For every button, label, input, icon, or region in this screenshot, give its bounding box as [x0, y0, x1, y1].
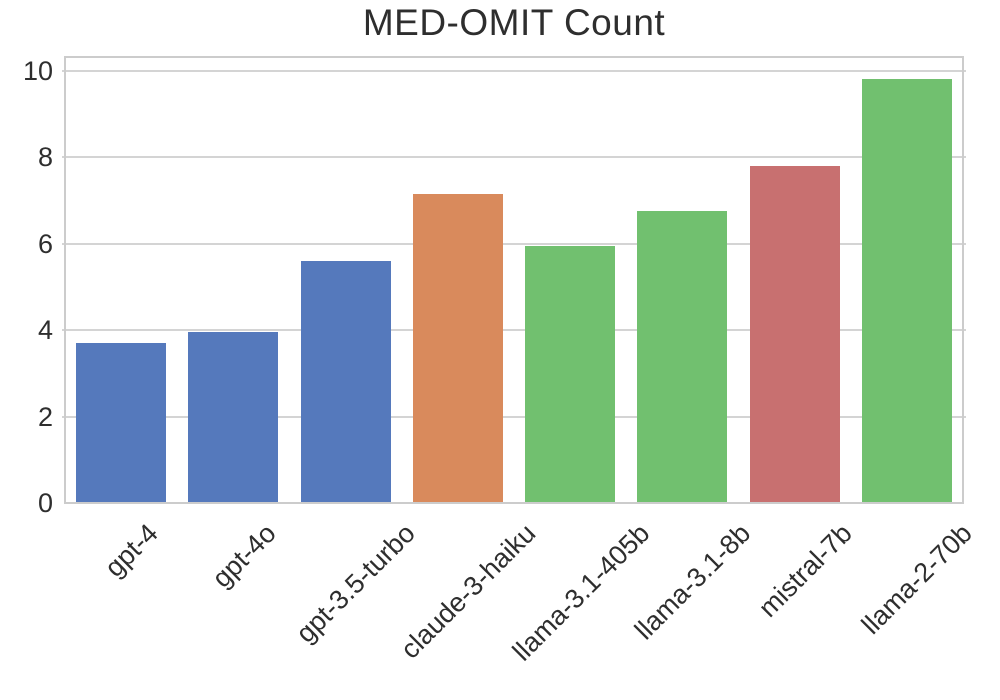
- gridline: [62, 69, 966, 72]
- x-tick-label: gpt-3.5-turbo: [290, 518, 422, 649]
- gridline: [62, 415, 966, 418]
- bar-llama-2-70b: [861, 79, 952, 503]
- plot-area: [62, 57, 966, 503]
- bar-gpt-4o: [188, 332, 279, 503]
- y-tick-label: 2: [37, 401, 53, 432]
- gridline: [62, 329, 966, 332]
- x-tick-label: llama-2-70b: [856, 518, 979, 641]
- y-tick-label: 0: [37, 488, 53, 518]
- y-tick-label: 8: [37, 142, 53, 173]
- bar-llama-3.1-405b: [525, 245, 616, 503]
- bar-llama-3.1-8b: [637, 211, 728, 503]
- x-tick-label: gpt-4: [99, 518, 164, 583]
- y-tick-label: 10: [22, 55, 53, 86]
- gridline: [62, 156, 966, 159]
- bar-claude-3-haiku: [412, 194, 503, 503]
- x-tick-label: gpt-4o: [206, 518, 282, 594]
- bar-gpt-4: [76, 343, 167, 503]
- gridline: [62, 242, 966, 245]
- x-tick-label: mistral-7b: [752, 518, 858, 624]
- bar-mistral-7b: [749, 165, 840, 503]
- chart-title: MED-OMIT Count: [362, 2, 666, 43]
- y-tick-label: 4: [37, 315, 53, 346]
- bar-gpt-3.5-turbo: [300, 261, 391, 503]
- y-tick-label: 6: [37, 228, 53, 259]
